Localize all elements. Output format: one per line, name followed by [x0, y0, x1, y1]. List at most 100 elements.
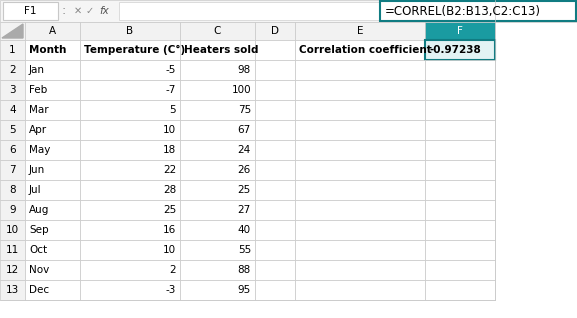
Text: Mar: Mar	[29, 105, 48, 115]
Bar	[425, 140, 495, 160]
Bar	[180, 280, 255, 300]
Bar	[425, 120, 495, 140]
Bar	[25, 40, 80, 60]
Bar	[255, 80, 295, 100]
Bar	[425, 260, 495, 280]
Bar	[0, 60, 25, 80]
Bar	[119, 2, 575, 20]
Bar	[25, 80, 80, 100]
Bar	[0, 100, 25, 120]
Text: Aug: Aug	[29, 205, 50, 215]
Bar	[25, 60, 80, 80]
Text: May: May	[29, 145, 50, 155]
Bar	[80, 140, 180, 160]
Text: Heaters sold: Heaters sold	[184, 45, 258, 55]
Text: 10: 10	[6, 225, 19, 235]
Bar	[80, 160, 180, 180]
Text: 26: 26	[238, 165, 251, 175]
Bar	[3, 2, 58, 20]
Bar	[180, 180, 255, 200]
Text: ✕: ✕	[74, 6, 82, 16]
Text: Temperature (C°): Temperature (C°)	[84, 45, 185, 55]
Bar	[425, 220, 495, 240]
Bar	[25, 280, 80, 300]
Text: 6: 6	[9, 145, 16, 155]
Bar	[295, 22, 425, 40]
Text: 5: 5	[9, 125, 16, 135]
Bar	[425, 60, 495, 80]
Bar	[295, 200, 425, 220]
Bar	[425, 180, 495, 200]
Text: Correlation coefficient: Correlation coefficient	[299, 45, 432, 55]
Bar	[295, 40, 425, 60]
Text: 27: 27	[238, 205, 251, 215]
Text: =CORREL(B2:B13,C2:C13): =CORREL(B2:B13,C2:C13)	[385, 4, 541, 17]
Text: 67: 67	[238, 125, 251, 135]
Bar	[255, 160, 295, 180]
Text: B: B	[126, 26, 133, 36]
Text: 11: 11	[6, 245, 19, 255]
Bar	[255, 60, 295, 80]
Bar	[25, 120, 80, 140]
Bar	[295, 240, 425, 260]
Bar	[0, 40, 25, 60]
Bar	[0, 180, 25, 200]
Text: Jul: Jul	[29, 185, 42, 195]
Text: 16: 16	[163, 225, 176, 235]
Bar	[0, 240, 25, 260]
Bar	[380, 1, 576, 21]
Bar	[295, 140, 425, 160]
Bar	[425, 280, 495, 300]
Text: 25: 25	[163, 205, 176, 215]
Bar	[180, 22, 255, 40]
Bar	[25, 180, 80, 200]
Bar	[25, 22, 80, 40]
Text: fx: fx	[99, 6, 109, 16]
Bar	[25, 160, 80, 180]
Text: 7: 7	[9, 165, 16, 175]
Bar	[80, 200, 180, 220]
Bar	[295, 120, 425, 140]
Bar	[255, 40, 295, 60]
Bar	[425, 240, 495, 260]
Text: 12: 12	[6, 265, 19, 275]
Bar	[255, 200, 295, 220]
Text: 2: 2	[9, 65, 16, 75]
Text: Sep: Sep	[29, 225, 48, 235]
Text: Oct: Oct	[29, 245, 47, 255]
Bar	[25, 100, 80, 120]
Text: F1: F1	[24, 6, 37, 16]
Text: :: :	[62, 4, 66, 17]
Bar	[425, 160, 495, 180]
Bar	[25, 260, 80, 280]
Text: C: C	[214, 26, 221, 36]
Bar	[180, 40, 255, 60]
Bar	[255, 220, 295, 240]
Bar	[295, 220, 425, 240]
Bar	[180, 160, 255, 180]
Text: 55: 55	[238, 245, 251, 255]
Text: F: F	[457, 26, 463, 36]
Bar	[255, 280, 295, 300]
Text: Month: Month	[29, 45, 66, 55]
Text: 95: 95	[238, 285, 251, 295]
Text: 10: 10	[163, 245, 176, 255]
Text: 28: 28	[163, 185, 176, 195]
Bar	[25, 240, 80, 260]
Bar	[0, 160, 25, 180]
Text: Nov: Nov	[29, 265, 49, 275]
Bar	[180, 240, 255, 260]
Text: D: D	[271, 26, 279, 36]
Text: 1: 1	[9, 45, 16, 55]
Bar	[80, 60, 180, 80]
Text: -3: -3	[166, 285, 176, 295]
Bar	[180, 260, 255, 280]
Bar	[25, 140, 80, 160]
Bar	[295, 260, 425, 280]
Text: 4: 4	[9, 105, 16, 115]
Bar	[180, 80, 255, 100]
Text: A: A	[49, 26, 56, 36]
Text: -5: -5	[166, 65, 176, 75]
Text: 98: 98	[238, 65, 251, 75]
Text: 75: 75	[238, 105, 251, 115]
